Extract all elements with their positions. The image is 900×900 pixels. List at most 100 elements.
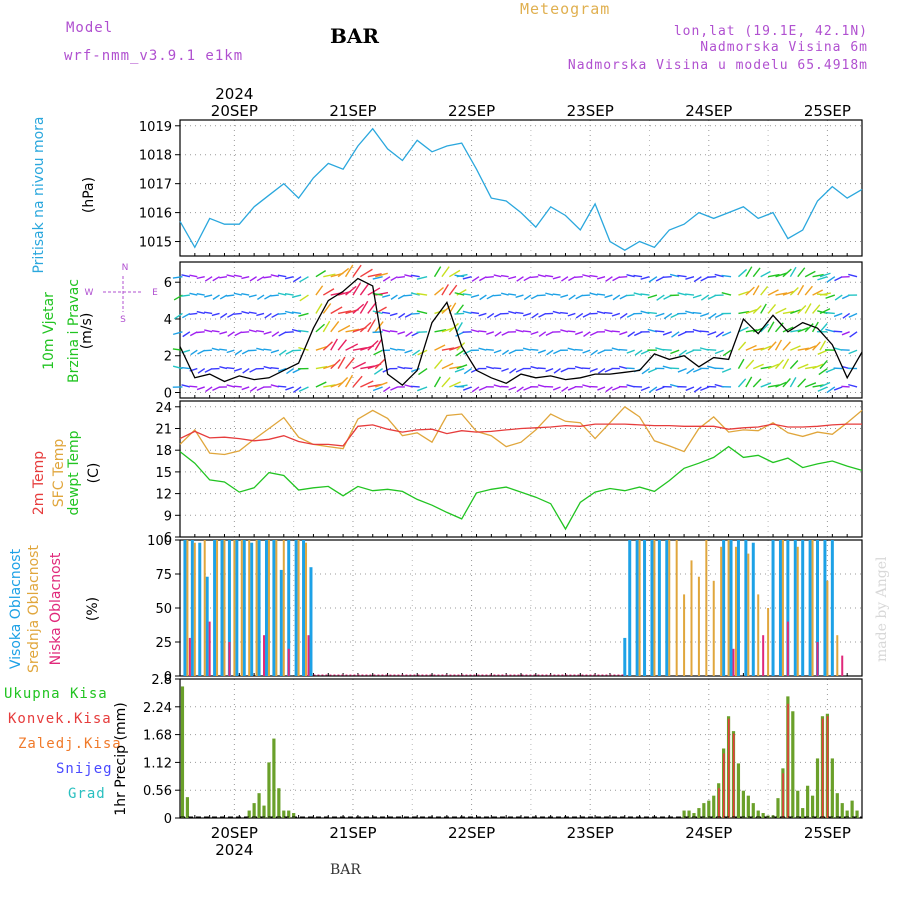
precip-total-bar-1 <box>185 797 190 818</box>
wind-barb-340 <box>531 312 539 319</box>
cloud-mid-bar-2 <box>203 540 206 676</box>
wind-barb-93 <box>270 349 280 354</box>
precip-total-bar-47 <box>855 810 859 818</box>
top-day-label-0: 20SEP <box>211 102 258 120</box>
wind-barb-96 <box>270 294 279 297</box>
wind-barb-609 <box>817 386 828 392</box>
panel-0: 1015 1016 1017 1018 1019 <box>139 119 863 257</box>
wind-barb-56 <box>233 385 242 388</box>
ytick-label-4-0: 0 <box>164 812 172 827</box>
wind-barb-10 <box>182 331 191 338</box>
wind-barb-571 <box>782 310 795 315</box>
wind-barb-566 <box>775 272 788 278</box>
cloud-mid-bar-11 <box>282 540 285 676</box>
wind-barb-422 <box>618 348 628 351</box>
wind-barb-188 <box>375 272 388 278</box>
wind-barb-240 <box>434 344 446 351</box>
wind-barb-97 <box>270 274 279 278</box>
frame-0 <box>179 119 863 257</box>
wind-barb-513 <box>714 349 724 355</box>
wind-barb-246 <box>441 362 454 370</box>
sfc-temp-line <box>179 405 863 456</box>
wind-barb-212 <box>397 348 405 351</box>
wind-barb-40 <box>212 294 220 300</box>
cloud-mid-bar-31 <box>811 540 814 676</box>
wind-barb-421 <box>619 365 628 370</box>
wind-barb-104 <box>277 274 287 278</box>
cloud-high-bar-18 <box>623 637 627 676</box>
wind-barb-348 <box>537 294 546 297</box>
wind-barb-183 <box>374 359 386 370</box>
wind-barb-147 <box>337 377 349 388</box>
precip-legend-snow: Snijeg <box>56 761 113 777</box>
wind-barb-249 <box>441 304 452 314</box>
wind-barb-586 <box>797 284 805 296</box>
wind-barb-228 <box>410 312 420 315</box>
wind-barb-195 <box>372 276 383 280</box>
wind-barb-465 <box>662 331 672 336</box>
wind-barb-401 <box>597 349 606 355</box>
wind-barb-617 <box>825 367 836 373</box>
cloud-low-bar-10 <box>841 655 844 676</box>
precip-total-bar-23 <box>736 763 741 818</box>
wind-barb-261 <box>456 342 466 351</box>
wind-barb-591 <box>804 323 814 333</box>
wind-barb-386 <box>582 367 591 370</box>
wind-barb-584 <box>797 327 809 333</box>
wind-barb-368 <box>560 311 569 315</box>
wind-barb-141 <box>330 359 341 370</box>
wind-barb-237 <box>416 276 428 280</box>
cloud-low-bar-4 <box>287 648 290 676</box>
wind-barb-331 <box>522 347 532 351</box>
wind-barb-71 <box>249 367 257 373</box>
wind-barb-494 <box>692 311 702 315</box>
wind-barb-124 <box>299 294 309 302</box>
wind-barb-125 <box>299 276 309 283</box>
wind-barb-214 <box>398 312 406 319</box>
wind-barb-70 <box>249 386 258 393</box>
cloud-high-bar-28 <box>744 540 748 676</box>
wind-barb-521 <box>722 331 732 337</box>
precip-total-bar-28 <box>761 813 765 818</box>
wind-barb-178 <box>367 319 376 333</box>
cloud-low-bar-0 <box>188 637 191 676</box>
wind-barb-250 <box>441 284 449 296</box>
wind-barb-319 <box>508 310 517 315</box>
cloud-low-bar-7 <box>762 635 765 676</box>
wind-barb-68 <box>241 293 250 296</box>
wind-speed-line <box>179 277 863 386</box>
wind-barb-483 <box>685 386 695 392</box>
cloud-high-bar-10 <box>257 540 261 676</box>
ytick-label-2-1: 9 <box>164 509 172 524</box>
wind-barb-123 <box>298 312 309 317</box>
cloud-high-bar-12 <box>272 540 276 676</box>
wind-barb-361 <box>552 310 561 315</box>
wind-barb-109 <box>284 310 294 315</box>
wind-barb-316 <box>509 368 517 374</box>
wind-barb-156 <box>345 343 359 351</box>
wind-barb-406 <box>605 386 613 393</box>
wind-barb-583 <box>797 347 810 351</box>
wind-barb-270 <box>454 312 465 315</box>
wind-barb-50 <box>226 366 235 370</box>
wind-barb-320 <box>508 293 517 296</box>
cloud-high-bar-2 <box>198 542 202 676</box>
wind-barb-374 <box>567 330 576 333</box>
wind-barb-459 <box>655 312 665 318</box>
wind-barb-62 <box>233 274 242 278</box>
wind-barb-567 <box>782 378 791 388</box>
wind-barb-154 <box>344 374 354 388</box>
cloud-high-bar-31 <box>778 540 782 676</box>
wind-barb-405 <box>596 276 606 280</box>
wind-barb-211 <box>397 365 406 370</box>
wind-barb-87 <box>263 331 272 335</box>
wind-barb-215 <box>397 294 406 300</box>
wind-barb-369 <box>560 294 569 298</box>
wind-barb-230 <box>410 274 420 278</box>
wind-barb-305 <box>494 312 502 318</box>
wind-barb-385 <box>582 384 591 388</box>
wind-barb-580 <box>789 266 797 278</box>
wind-barb-244 <box>433 266 442 278</box>
ytick-label-0-3: 1018 <box>139 149 172 164</box>
compass-S: S <box>120 315 126 325</box>
